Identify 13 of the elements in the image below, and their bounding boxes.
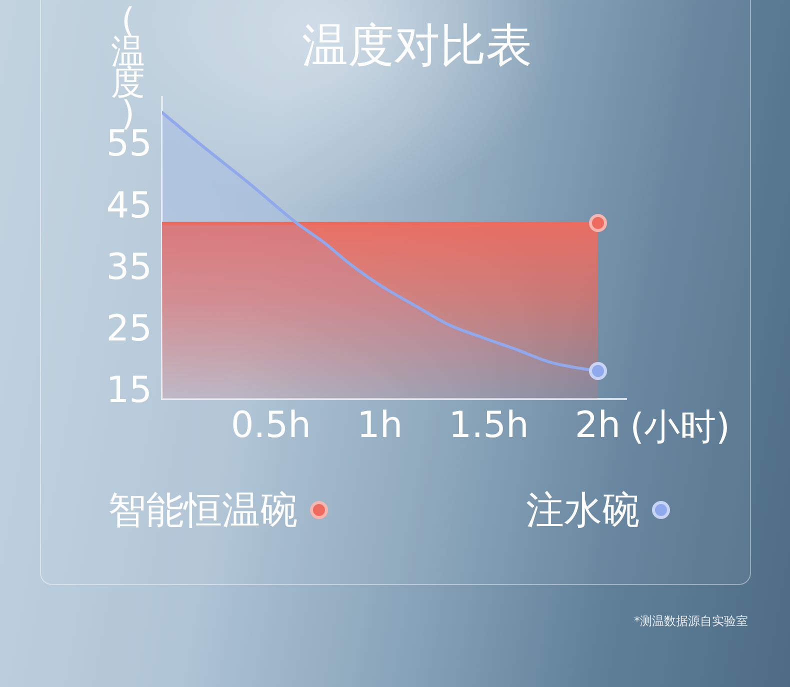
x-axis-title: (小时) [630, 406, 730, 450]
y-tick-label: 45 [106, 185, 152, 226]
y-tick-label: 15 [106, 370, 152, 412]
text: *测温数据源自实验室 [634, 613, 748, 629]
y-tick-label: 35 [106, 246, 152, 288]
x-tick-label: 1h [356, 404, 403, 446]
chart-title: 温度对比表 [301, 17, 533, 74]
x-tick-label: 1.5h [448, 404, 529, 446]
x-tick-label: 2h [574, 404, 621, 446]
y-tick-label: 25 [106, 308, 152, 350]
legend-label: 注水碗 [526, 487, 640, 534]
legend-label: 智能恒温碗 [108, 487, 298, 534]
x-tick-label: 0.5h [230, 404, 311, 446]
